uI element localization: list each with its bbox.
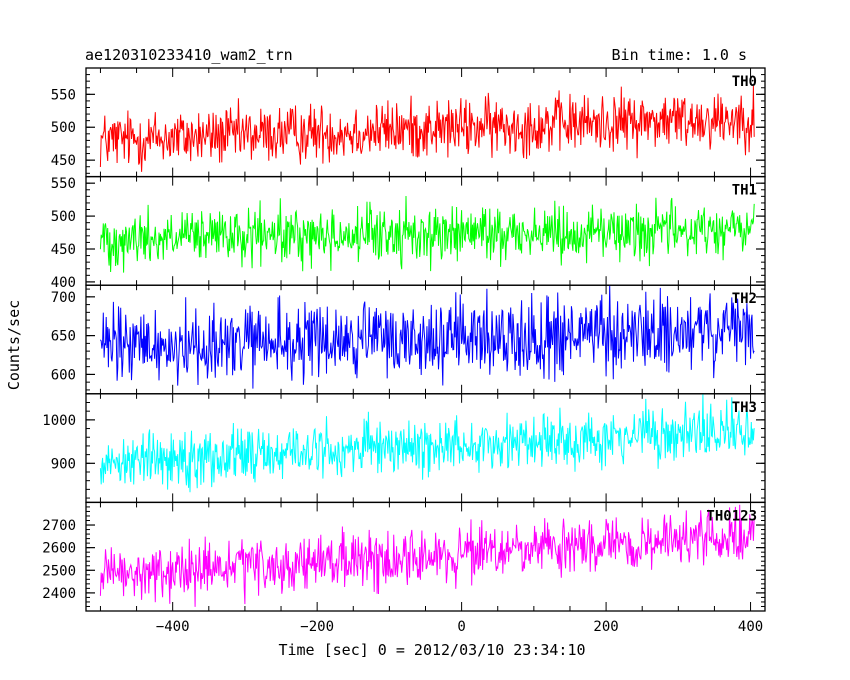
series-line-th3	[99, 393, 755, 493]
panel-th1: 400 450 500 550 TH1	[51, 175, 766, 291]
panel-label: TH2	[732, 291, 757, 307]
x-tick-label: −400	[156, 619, 190, 635]
y-tick-label: 600	[51, 367, 76, 383]
panel-th0123: 2400 2500 2600 2700 TH0123	[42, 501, 766, 612]
y-tick-label: 500	[51, 120, 76, 136]
series-line-th2	[99, 285, 755, 389]
panel-label: TH1	[732, 183, 757, 199]
y-tick-label: 500	[51, 209, 76, 225]
y-tick-label: 2600	[42, 541, 76, 557]
series-line-th0123	[99, 504, 755, 607]
panel-frame	[85, 284, 766, 395]
panel-label: TH0	[732, 74, 757, 90]
y-tick-label: 550	[51, 87, 76, 103]
panel-th3: 900 1000 TH3	[42, 393, 766, 504]
series-line-th1	[99, 195, 755, 273]
y-axis-label: Counts/sec	[5, 300, 23, 390]
x-tick-label: 400	[738, 619, 763, 635]
y-tick-label: 650	[51, 329, 76, 345]
x-tick-label: 0	[457, 619, 465, 635]
y-tick-label: 1000	[42, 413, 76, 429]
y-tick-label: 900	[51, 456, 76, 472]
panel-th2: 600 650 700 TH2	[51, 284, 766, 395]
x-tick-label: 200	[593, 619, 618, 635]
chart-title: ae120310233410_wam2_trn	[85, 46, 293, 64]
panel-label: TH0123	[706, 508, 757, 524]
x-tick-label: −200	[300, 619, 334, 635]
panel-label: TH3	[732, 400, 757, 416]
y-tick-label: 2500	[42, 563, 76, 579]
y-tick-label: 2400	[42, 586, 76, 602]
y-tick-label: 550	[51, 176, 76, 192]
y-tick-label: 450	[51, 153, 76, 169]
panel-th0: 450 500 550 TH0	[51, 67, 766, 178]
panel-frame	[85, 393, 766, 504]
y-tick-label: 2700	[42, 518, 76, 534]
x-axis-label: Time [sec] 0 = 2012/03/10 23:34:10	[278, 641, 585, 659]
y-tick-label: 700	[51, 290, 76, 306]
series-line-th0	[99, 85, 755, 172]
bin-time-label: Bin time: 1.0 s	[612, 46, 747, 64]
y-tick-label: 450	[51, 242, 76, 258]
y-tick-label: 400	[51, 275, 76, 291]
panels-group: 450 500 550 TH0 400 450 500 550 TH1 600 650 700 TH2 9…	[42, 67, 766, 635]
